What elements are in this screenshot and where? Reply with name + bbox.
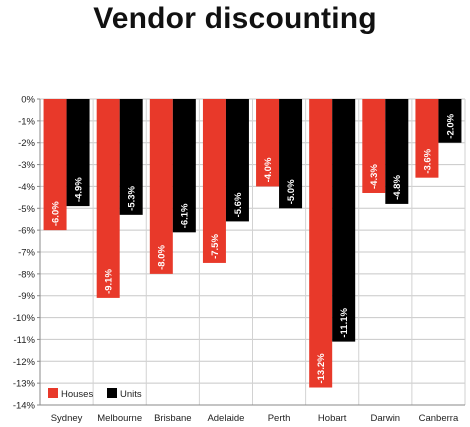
y-tick-label: -7% (18, 248, 35, 259)
chart-title: Vendor discounting (93, 2, 377, 35)
y-tick-label: -5% (18, 204, 35, 215)
bar-value-label: -8.0% (157, 244, 168, 269)
bar-units-sydney (66, 99, 90, 207)
bar-value-label: -11.1% (339, 307, 350, 337)
bar-units-brisbane (172, 99, 196, 233)
bar-value-label: -5.3% (127, 185, 138, 210)
y-tick-label: -6% (18, 226, 35, 237)
bar-houses-darwin (362, 99, 386, 193)
bar-units-perth (279, 99, 303, 209)
y-tick-label: -9% (18, 291, 35, 302)
bar-houses-hobart (309, 99, 333, 388)
x-category-label: Hobart (318, 413, 347, 424)
bar-units-adelaide (225, 99, 249, 222)
x-category-label: Adelaide (207, 413, 244, 424)
legend-label-houses: Houses (61, 389, 93, 400)
y-tick-label: -12% (13, 357, 36, 368)
legend-swatch-units (107, 388, 117, 398)
bar-houses-perth (256, 99, 280, 187)
y-tick-label: -11% (14, 335, 36, 346)
bar-units-darwin (385, 99, 409, 204)
y-tick-label: -14% (13, 401, 36, 412)
bar-houses-adelaide (202, 99, 226, 263)
bar-value-label: -5.0% (286, 179, 297, 204)
bar-houses-sydney (43, 99, 67, 231)
bars: -6.0% -4.9% -9.1% -5.3% -8.0% -6.1% -7.5% -5.6%… (43, 99, 462, 388)
bar-units-melbourne (119, 99, 143, 215)
legend-label-units: Units (120, 389, 142, 400)
x-category-label: Canberra (419, 413, 459, 424)
bar-value-label: -4.8% (392, 175, 403, 200)
bar-houses-melbourne (96, 99, 120, 298)
bar-value-label: -6.1% (180, 203, 191, 228)
y-tick-label: -8% (18, 269, 35, 280)
bar-value-label: -4.9% (73, 177, 84, 202)
y-tick-label: -4% (18, 182, 35, 193)
x-category-label: Brisbane (154, 413, 192, 424)
bar-value-label: -6.0% (50, 201, 61, 226)
bar-value-label: -7.5% (210, 234, 221, 259)
bar-value-label: -13.2% (316, 353, 327, 384)
bar-units-hobart (332, 99, 356, 342)
y-tick-label: -10% (13, 313, 36, 324)
bar-value-label: -2.0% (445, 113, 456, 138)
y-tick-label: -13% (13, 379, 36, 390)
bar-value-label: -4.3% (369, 164, 380, 189)
bar-value-label: -4.0% (263, 157, 274, 182)
y-tick-label: -2% (18, 138, 35, 149)
x-category-label: Darwin (371, 413, 401, 424)
x-category-label: Perth (268, 413, 291, 424)
bar-value-label: -3.6% (422, 148, 433, 173)
x-category-label: Melbourne (97, 413, 142, 424)
bar-value-label: -9.1% (104, 269, 115, 294)
bar-houses-canberra (415, 99, 439, 178)
legend-swatch-houses (48, 388, 58, 398)
bar-units-canberra (438, 99, 462, 143)
axes: 0% -1% -2% -3% -4% -5% -6% -7% -8% -9% -10% -11% -12… (13, 95, 465, 424)
y-tick-label: 0% (21, 95, 35, 106)
y-tick-label: -1% (18, 116, 35, 127)
legend: Houses Units (48, 388, 142, 400)
x-category-label: Sydney (51, 413, 83, 424)
y-tick-label: -3% (18, 160, 35, 171)
bar-houses-brisbane (149, 99, 173, 274)
bar-value-label: -5.6% (233, 192, 244, 217)
